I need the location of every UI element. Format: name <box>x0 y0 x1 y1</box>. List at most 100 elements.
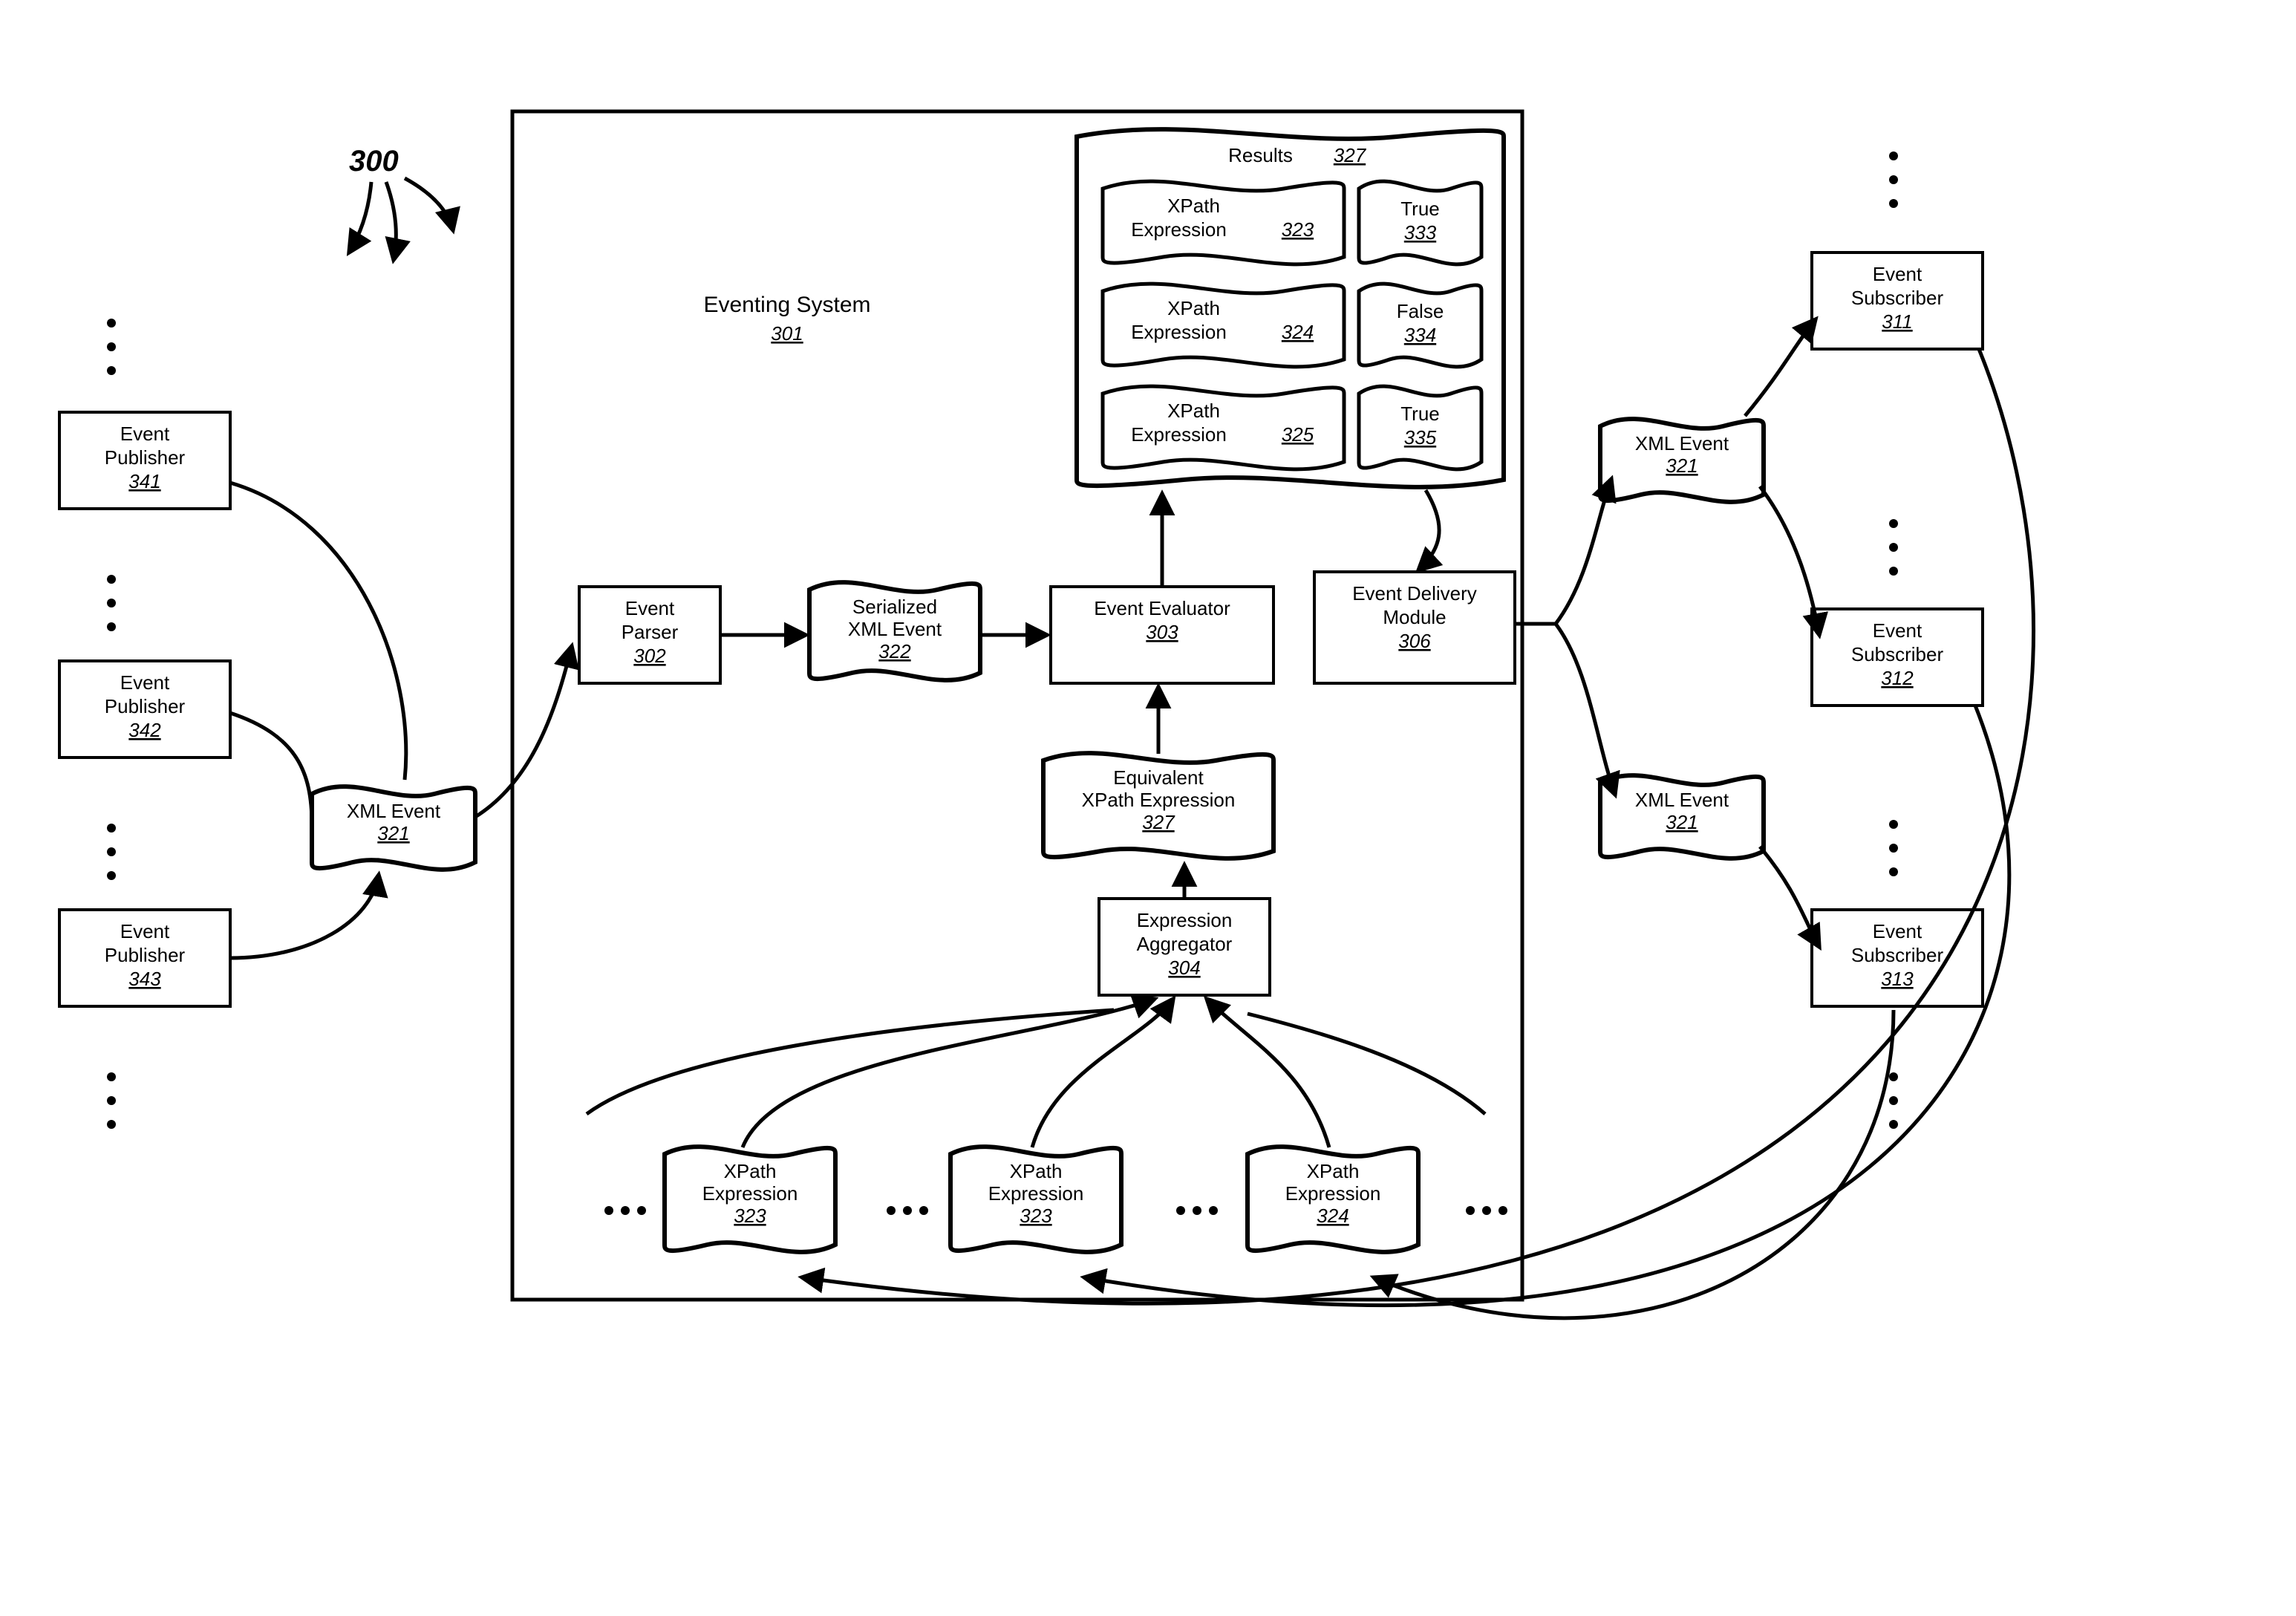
svg-text:333: 333 <box>1404 221 1437 244</box>
svg-text:303: 303 <box>1146 621 1178 643</box>
edge <box>1207 999 1329 1147</box>
svg-text:Event: Event <box>1873 263 1922 285</box>
delivery_module: Event DeliveryModule306 <box>1314 572 1515 683</box>
svg-text:306: 306 <box>1398 630 1431 652</box>
edge <box>386 182 396 260</box>
aggregator: ExpressionAggregator304 <box>1099 899 1270 995</box>
edge <box>1760 847 1819 947</box>
svg-text:342: 342 <box>128 719 161 741</box>
edge <box>1032 999 1173 1147</box>
svg-text:XPath: XPath <box>1307 1160 1360 1182</box>
xpath_bot_3: XPathExpression324 <box>1248 1147 1418 1252</box>
svg-text:Event: Event <box>1873 920 1922 942</box>
svg-text:XPath: XPath <box>1010 1160 1063 1182</box>
publisher_3: EventPublisher343 <box>59 910 230 1006</box>
svg-text:Results: Results <box>1228 144 1293 166</box>
subscriber_2: EventSubscriber312 <box>1812 609 1983 706</box>
edge <box>475 646 572 817</box>
svg-text:Expression: Expression <box>1131 218 1227 241</box>
svg-text:323: 323 <box>1282 218 1314 241</box>
svg-text:Event: Event <box>120 920 170 942</box>
xml_event_r1: XML Event321 <box>1600 419 1764 502</box>
svg-text:323: 323 <box>734 1205 766 1227</box>
svg-text:324: 324 <box>1282 321 1314 343</box>
svg-text:XPath: XPath <box>724 1160 777 1182</box>
svg-text:Subscriber: Subscriber <box>1851 287 1944 309</box>
svg-text:327: 327 <box>1334 144 1367 166</box>
publisher_1: EventPublisher341 <box>59 412 230 509</box>
svg-text:XML Event: XML Event <box>848 618 942 640</box>
equiv_xpath: EquivalentXPath Expression327 <box>1043 753 1273 858</box>
svg-text:341: 341 <box>128 470 160 492</box>
svg-text:301: 301 <box>771 322 803 345</box>
svg-text:Expression: Expression <box>1137 909 1233 931</box>
edge <box>349 182 371 252</box>
svg-text:XPath Expression: XPath Expression <box>1082 789 1236 811</box>
svg-text:True: True <box>1400 198 1440 220</box>
svg-text:Publisher: Publisher <box>105 695 186 717</box>
svg-text:343: 343 <box>128 968 161 990</box>
svg-text:Publisher: Publisher <box>105 944 186 966</box>
svg-text:335: 335 <box>1404 426 1437 449</box>
svg-text:312: 312 <box>1881 667 1914 689</box>
svg-text:Parser: Parser <box>622 621 679 643</box>
svg-text:Event: Event <box>1873 619 1922 642</box>
edge <box>587 1010 1114 1114</box>
edge <box>230 713 312 824</box>
svg-text:325: 325 <box>1282 423 1314 446</box>
svg-text:327: 327 <box>1142 811 1175 833</box>
edge <box>1745 319 1816 416</box>
xpath_bot_1: XPathExpression323 <box>665 1147 835 1252</box>
svg-text:Module: Module <box>1383 606 1446 628</box>
svg-text:XPath: XPath <box>1167 297 1220 319</box>
svg-text:313: 313 <box>1881 968 1914 990</box>
svg-text:323: 323 <box>1020 1205 1052 1227</box>
xml_event_r2: XML Event321 <box>1600 775 1764 858</box>
svg-text:Subscriber: Subscriber <box>1851 643 1944 665</box>
event_parser: EventParser302 <box>579 587 720 683</box>
edge <box>1418 490 1439 570</box>
edge <box>405 178 453 230</box>
svg-text:Expression: Expression <box>1131 321 1227 343</box>
edge <box>743 999 1155 1147</box>
svg-text:300: 300 <box>349 145 399 177</box>
subscriber_1: EventSubscriber311 <box>1812 252 1983 349</box>
serialized: SerializedXML Event322 <box>809 582 980 680</box>
publisher_2: EventPublisher342 <box>59 661 230 758</box>
svg-text:XPath: XPath <box>1167 400 1220 422</box>
svg-text:Expression: Expression <box>988 1182 1084 1205</box>
svg-text:321: 321 <box>1666 454 1697 477</box>
svg-text:321: 321 <box>1666 811 1697 833</box>
svg-text:302: 302 <box>633 645 666 667</box>
svg-text:Expression: Expression <box>702 1182 798 1205</box>
svg-text:322: 322 <box>878 640 911 662</box>
results-container: Results327XPathExpression323True333XPath… <box>1077 129 1504 487</box>
svg-text:Event Delivery: Event Delivery <box>1352 582 1477 605</box>
svg-text:Event: Event <box>625 597 675 619</box>
svg-text:XPath: XPath <box>1167 195 1220 217</box>
event_evaluator: Event Evaluator303 <box>1051 587 1273 683</box>
xpath_bot_2: XPathExpression323 <box>950 1147 1121 1252</box>
svg-text:False: False <box>1397 300 1444 322</box>
svg-text:304: 304 <box>1168 957 1200 979</box>
xml_event_left: XML Event321 <box>312 786 475 870</box>
svg-text:Expression: Expression <box>1131 423 1227 446</box>
svg-text:324: 324 <box>1317 1205 1348 1227</box>
edge <box>1556 479 1611 624</box>
svg-text:Subscriber: Subscriber <box>1851 944 1944 966</box>
svg-text:321: 321 <box>377 822 409 844</box>
edge <box>1248 1014 1485 1114</box>
svg-text:Eventing System: Eventing System <box>703 293 870 317</box>
edge <box>230 483 406 780</box>
svg-text:311: 311 <box>1882 310 1912 333</box>
svg-text:Event: Event <box>120 671 170 694</box>
svg-text:Serialized: Serialized <box>852 596 937 618</box>
svg-text:Event Evaluator: Event Evaluator <box>1094 597 1230 619</box>
svg-text:Equivalent: Equivalent <box>1113 766 1204 789</box>
svg-text:Publisher: Publisher <box>105 446 186 469</box>
svg-text:XML Event: XML Event <box>347 800 441 822</box>
svg-text:Expression: Expression <box>1285 1182 1381 1205</box>
edge <box>230 875 379 958</box>
svg-text:True: True <box>1400 403 1440 425</box>
subscriber_3: EventSubscriber313 <box>1812 910 1983 1006</box>
